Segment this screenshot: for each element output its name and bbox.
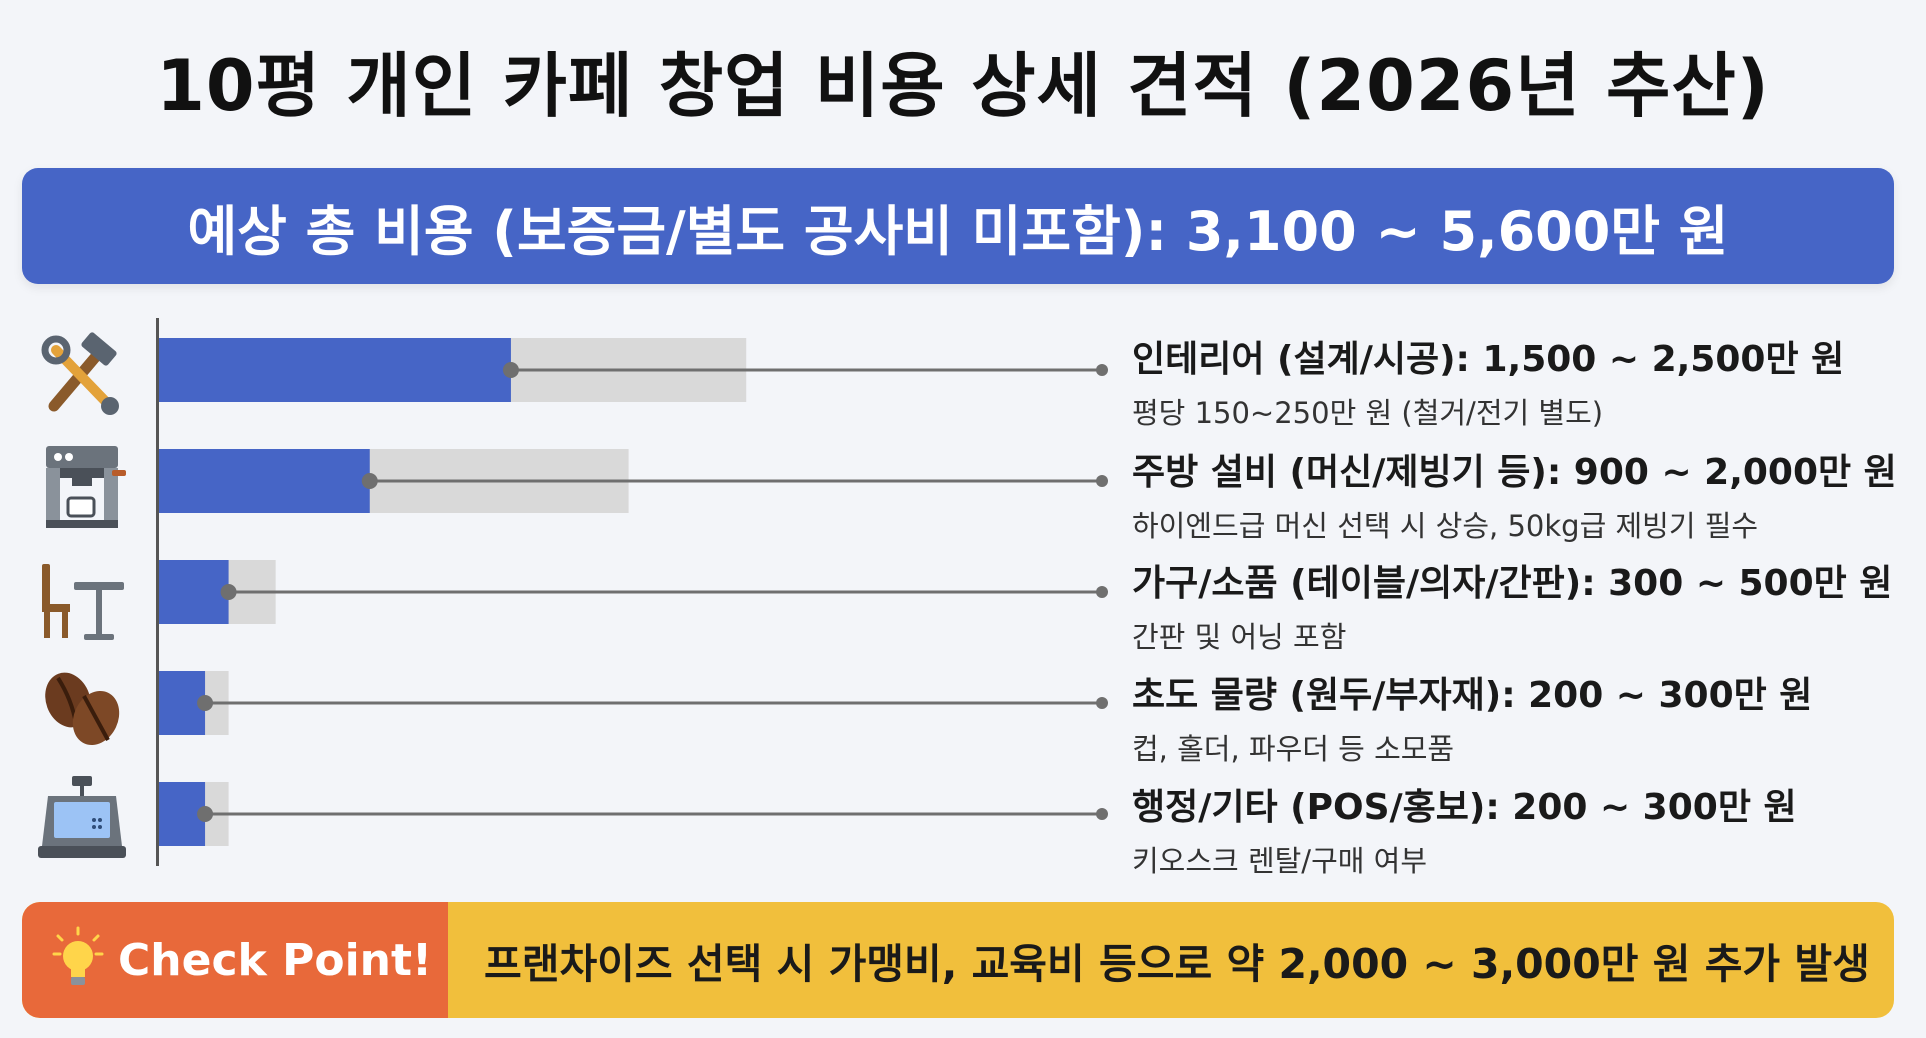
category-note: 컵, 홀더, 파우더 등 소모품 [1132, 732, 1455, 766]
category-label: 행정/기타 (POS/홍보): 200 ~ 300만 원 [1132, 787, 1797, 828]
leader-start-dot [197, 695, 214, 711]
category-label-block: 가구/소품 (테이블/의자/간판): 300 ~ 500만 원 간판 및 어닝 … [1132, 554, 1892, 656]
lightbulb-icon [52, 926, 104, 994]
category-label: 인테리어 (설계/시공): 1,500 ~ 2,500만 원 [1132, 339, 1845, 380]
leader-start-dot [197, 806, 214, 822]
category-note: 키오스크 렌탈/구매 여부 [1132, 844, 1428, 878]
check-point-badge: Check Point! [22, 902, 448, 1018]
leader-start-dot [502, 362, 519, 378]
leader-start-dot [220, 584, 237, 600]
category-note: 평당 150~250만 원 (철거/전기 별도) [1132, 396, 1604, 430]
total-cost-banner: 예상 총 비용 (보증금/별도 공사비 미포함): 3,100 ~ 5,600만… [22, 168, 1894, 284]
page-title: 10평 개인 카페 창업 비용 상세 견적 (2026년 추산) [156, 45, 1770, 127]
category-label-block: 초도 물량 (원두/부자재): 200 ~ 300만 원 컵, 홀더, 파우더 … [1132, 666, 1812, 768]
category-label: 초도 물량 (원두/부자재): 200 ~ 300만 원 [1132, 675, 1813, 716]
leader-end-dot [1096, 586, 1108, 598]
leader-end-dot [1096, 364, 1108, 376]
range-bar-min [158, 449, 370, 513]
pos-terminal-icon [36, 772, 128, 864]
leader-end-dot [1096, 697, 1108, 709]
range-bar-min [158, 560, 229, 624]
category-label-block: 행정/기타 (POS/홍보): 200 ~ 300만 원 키오스크 렌탈/구매 … [1132, 778, 1797, 880]
check-point-banner: Check Point! 프랜차이즈 선택 시 가맹비, 교육비 등으로 약 2… [22, 902, 1894, 1018]
hammer-wrench-icon [36, 330, 128, 422]
check-point-label: Check Point! [118, 934, 433, 986]
category-label: 가구/소품 (테이블/의자/간판): 300 ~ 500만 원 [1132, 563, 1893, 604]
check-point-text: 프랜차이즈 선택 시 가맹비, 교육비 등으로 약 2,000 ~ 3,000만… [484, 940, 1870, 988]
range-bar-min [158, 338, 511, 402]
coffee-beans-icon [36, 662, 128, 754]
chart-axis [156, 318, 159, 866]
category-label-block: 인테리어 (설계/시공): 1,500 ~ 2,500만 원 평당 150~25… [1132, 330, 1844, 432]
leader-start-dot [361, 473, 378, 489]
category-note: 하이엔드급 머신 선택 시 상승, 50kg급 제빙기 필수 [1132, 509, 1759, 543]
table-chair-icon [36, 552, 128, 644]
category-note: 간판 및 어닝 포함 [1132, 620, 1347, 654]
espresso-machine-icon [36, 440, 128, 532]
leader-end-dot [1096, 475, 1108, 487]
category-label-block: 주방 설비 (머신/제빙기 등): 900 ~ 2,000만 원 하이엔드급 머… [1132, 443, 1897, 545]
leader-end-dot [1096, 808, 1108, 820]
category-label: 주방 설비 (머신/제빙기 등): 900 ~ 2,000만 원 [1132, 452, 1897, 493]
